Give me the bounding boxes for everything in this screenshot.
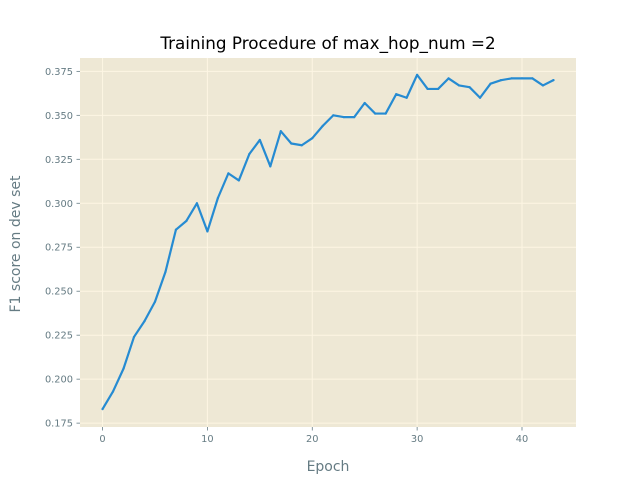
data-point	[153, 300, 157, 303]
data-point	[143, 320, 146, 323]
data-point	[395, 93, 398, 96]
y-tick-label: 0.350	[45, 111, 73, 122]
y-tick-label: 0.275	[45, 243, 73, 254]
data-point	[111, 390, 115, 393]
data-point	[531, 77, 534, 80]
data-point	[374, 112, 377, 115]
data-point	[195, 202, 199, 205]
y-tick-label: 0.300	[45, 199, 73, 210]
plot-area	[80, 58, 576, 427]
data-point	[499, 79, 503, 82]
y-tick-label: 0.175	[45, 419, 73, 430]
x-tick-label: 20	[306, 434, 318, 445]
data-point	[206, 230, 209, 233]
data-point	[321, 124, 324, 127]
y-axis-label: F1 score on dev set	[8, 175, 24, 313]
data-point	[290, 142, 293, 145]
data-point	[237, 179, 240, 182]
data-point	[279, 130, 282, 133]
data-point	[416, 73, 419, 76]
data-point	[332, 114, 335, 117]
data-point	[541, 84, 545, 87]
data-point	[248, 152, 251, 156]
data-point	[101, 407, 104, 411]
data-point	[520, 77, 524, 80]
axis-ticks: 0 10 20 30 40 0.175 0.200 0.225 0.250 0.275 0.300 0…	[45, 67, 528, 445]
data-point	[363, 101, 366, 105]
data-point	[457, 84, 461, 87]
y-tick-label: 0.250	[45, 287, 73, 298]
chart-title: Training Procedure of max_hop_num =2	[159, 33, 495, 54]
data-point	[258, 138, 261, 142]
data-point	[405, 96, 408, 99]
data-point	[489, 82, 492, 85]
x-axis-label: Epoch	[307, 459, 350, 475]
data-point	[342, 115, 345, 119]
data-point	[447, 77, 450, 80]
grid-lines	[80, 58, 576, 427]
data-point	[437, 87, 440, 91]
data-point	[552, 79, 555, 82]
data-point	[269, 165, 272, 168]
x-tick-label: 0	[99, 434, 105, 445]
x-tick-label: 40	[516, 434, 528, 445]
y-tick-label: 0.325	[45, 155, 73, 166]
data-point	[300, 144, 303, 147]
data-point	[510, 77, 513, 80]
data-point	[122, 367, 125, 370]
data-point	[227, 172, 230, 175]
data-point	[174, 228, 178, 231]
y-tick-label: 0.225	[45, 331, 73, 342]
data-point	[216, 196, 219, 200]
data-point	[311, 137, 314, 140]
series-layer	[101, 73, 555, 411]
data-point	[426, 87, 429, 91]
data-point	[132, 335, 136, 339]
data-point	[185, 219, 188, 222]
series-line	[101, 73, 555, 411]
data-point	[384, 112, 387, 115]
x-tick-label: 10	[201, 434, 213, 445]
y-tick-label: 0.375	[45, 67, 73, 78]
data-point	[164, 270, 167, 273]
data-point	[353, 115, 356, 119]
y-tick-label: 0.200	[45, 375, 73, 386]
x-tick-label: 30	[411, 434, 423, 445]
data-point	[478, 96, 482, 99]
data-point	[468, 86, 471, 89]
